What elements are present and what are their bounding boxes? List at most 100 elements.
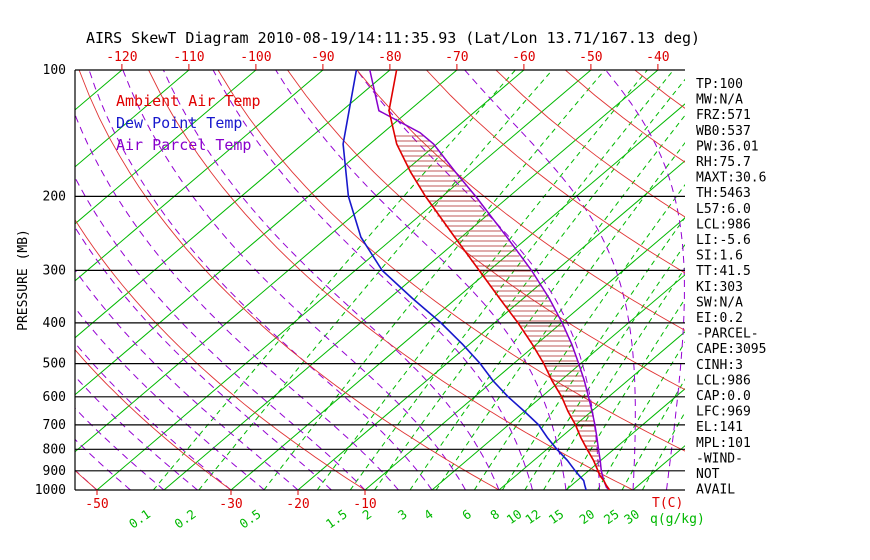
- isotherm-line: [75, 70, 324, 282]
- moist-adiabat-line: [275, 70, 567, 490]
- stat-line-3: WB0:537: [696, 124, 751, 139]
- moist-adiabat-line: [75, 176, 366, 490]
- mixing-ratio-label: 15: [546, 506, 567, 527]
- stat-line-1: MW:N/A: [696, 93, 743, 108]
- legend: Ambient Air Temp Dew Point Temp Air Parcel…: [116, 92, 261, 154]
- isotherm-line: [431, 274, 685, 490]
- stat-line-9: LCL:986: [696, 217, 751, 232]
- stat-line-8: L57:6.0: [696, 202, 751, 217]
- pressure-tick-label: 500: [43, 357, 66, 372]
- isotherm-line: [75, 70, 391, 339]
- top-temp-label: -110: [173, 50, 204, 65]
- mixing-ratio-line: [263, 70, 606, 490]
- mixing-ratio-line: [524, 243, 685, 490]
- stat-line-17: CAPE:3095: [696, 342, 766, 357]
- stat-line-11: SI:1.6: [696, 249, 743, 264]
- air-parcel-curve: [369, 70, 611, 490]
- pressure-tick-label: 900: [43, 464, 66, 479]
- stat-line-16: -PARCEL-: [696, 327, 759, 342]
- mixing-ratio-label: 10: [504, 506, 525, 527]
- mixing-ratio-line: [198, 70, 553, 490]
- mixing-ratio-line: [566, 298, 685, 490]
- stat-line-2: FRZ:571: [696, 108, 751, 123]
- dry-adiabat-lines: [75, 70, 685, 490]
- isotherm-line: [498, 331, 685, 490]
- moist-adiabat-line: [212, 70, 533, 490]
- dry-adiabat-line: [75, 218, 366, 490]
- pressure-tick-label: 300: [43, 263, 66, 278]
- legend-item-2: Air Parcel Temp: [116, 136, 251, 154]
- mixing-ratio-line: [597, 341, 685, 490]
- moist-adiabat-line: [356, 70, 600, 490]
- top-temp-label: -120: [106, 50, 137, 65]
- stat-line-26: AVAIL: [696, 483, 735, 498]
- mixing-unit-label: q(g/kg): [650, 512, 705, 527]
- legend-item-0: Ambient Air Temp: [116, 92, 261, 110]
- stat-line-19: LCL:986: [696, 373, 751, 388]
- pressure-axis-label: PRESSURE (MB): [16, 229, 31, 331]
- pressure-tick-label: 1000: [35, 483, 66, 498]
- pressure-tick-label: 200: [43, 189, 66, 204]
- cape-hatch-area: [394, 135, 603, 477]
- dry-adiabat-line: [287, 70, 685, 391]
- stat-line-7: TH:5463: [696, 186, 751, 201]
- bottom-temp-label: -30: [219, 497, 242, 512]
- stat-line-15: EI:0.2: [696, 311, 743, 326]
- mixing-ratio-label: 30: [621, 506, 642, 527]
- bottom-temp-label: -50: [85, 497, 108, 512]
- ambient-temp-curve: [388, 70, 611, 490]
- isotherm-line: [297, 160, 685, 490]
- stat-line-25: NOT: [696, 467, 720, 482]
- isotherm-line: [364, 217, 685, 490]
- dry-adiabat-line: [78, 70, 500, 490]
- moist-adiabat-line: [75, 113, 399, 490]
- pressure-tick-label: 600: [43, 390, 66, 405]
- stat-line-12: TT:41.5: [696, 264, 751, 279]
- mixing-ratio-line: [473, 184, 685, 490]
- pressure-tick-label: 100: [43, 63, 66, 78]
- stat-line-10: LI:-5.6: [696, 233, 751, 248]
- mixing-ratio-line: [316, 70, 648, 490]
- stat-line-5: RH:75.7: [696, 155, 751, 170]
- stat-line-20: CAP:0.0: [696, 389, 751, 404]
- top-temp-label: -60: [512, 50, 535, 65]
- pressure-tick-label: 800: [43, 442, 66, 457]
- moist-adiabat-line: [605, 70, 685, 490]
- stat-line-24: -WIND-: [696, 451, 743, 466]
- stat-line-13: KI:303: [696, 280, 743, 295]
- isotherm-line: [75, 70, 525, 453]
- moist-adiabat-line: [75, 375, 198, 490]
- mixing-ratio-line: [153, 70, 516, 490]
- sounding-curves: [342, 70, 611, 490]
- stat-line-23: MPL:101: [696, 436, 751, 451]
- mixing-ratio-line: [374, 78, 685, 490]
- dew-point-curve: [342, 70, 587, 490]
- pressure-grid: 100 200 300 400 500 600 700 800 900 1000 PRESSURE …: [16, 63, 685, 498]
- bottom-temp-label: -20: [286, 497, 309, 512]
- chart-title: AIRS SkewT Diagram 2010-08-19/14:11:35.9…: [86, 29, 700, 47]
- dry-adiabat-line: [75, 349, 232, 490]
- mixing-ratio-label: 12: [522, 506, 543, 527]
- top-temp-label: -70: [445, 50, 468, 65]
- isotherm-line: [565, 388, 685, 490]
- temp-unit-label: T(C): [652, 496, 683, 511]
- pressure-tick-label: 400: [43, 316, 66, 331]
- dry-adiabat-line: [356, 70, 685, 331]
- top-temp-label: -90: [311, 50, 334, 65]
- moist-adiabat-line: [122, 70, 466, 490]
- stat-line-4: PW:36.01: [696, 139, 759, 154]
- mixing-ratio-line: [435, 142, 685, 490]
- moist-adiabat-lines: [75, 70, 685, 490]
- top-temp-label: -80: [378, 50, 401, 65]
- isotherm-line: [75, 70, 257, 225]
- legend-item-1: Dew Point Temp: [116, 114, 242, 132]
- mixing-ratio-label: 20: [576, 506, 597, 527]
- moist-adiabat-line: [464, 70, 636, 490]
- stat-line-14: SW:N/A: [696, 295, 743, 310]
- mixing-ratio-label: 25: [601, 506, 622, 527]
- bottom-temp-label: -10: [353, 497, 376, 512]
- dry-adiabat-line: [426, 70, 685, 274]
- dry-adiabat-line: [148, 70, 634, 490]
